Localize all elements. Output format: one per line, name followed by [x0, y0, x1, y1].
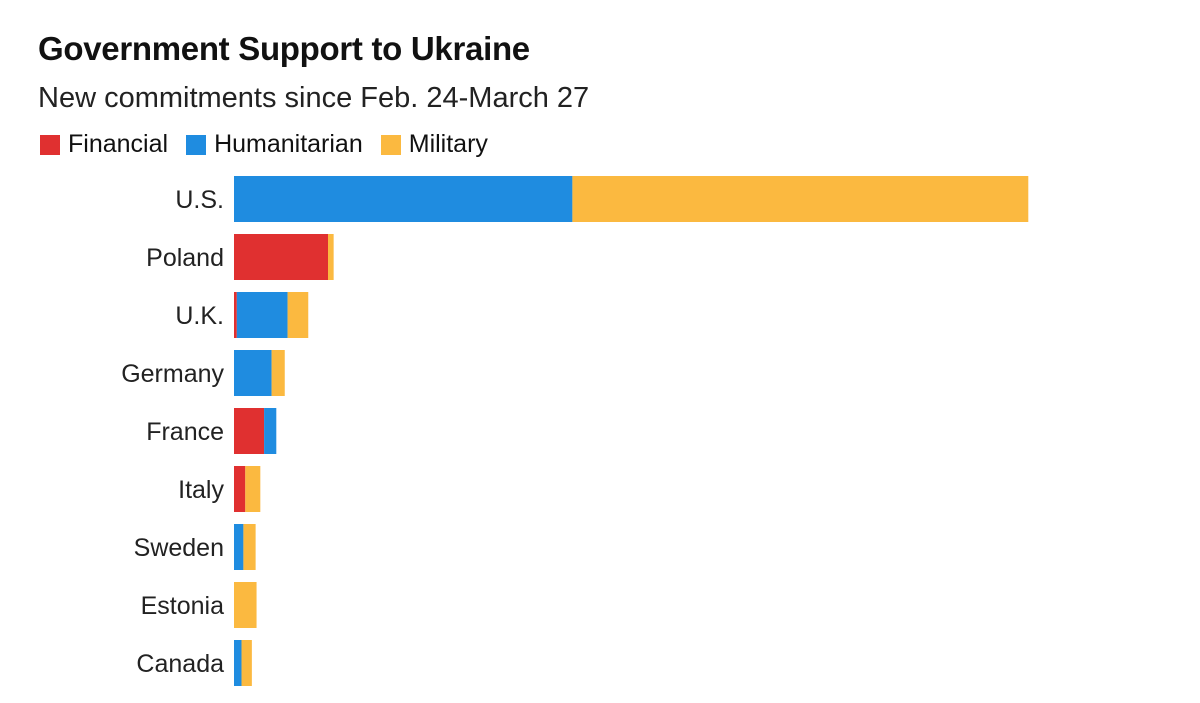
category-label-sweden: Sweden	[134, 534, 224, 562]
chart-subtitle: New commitments since Feb. 24-March 27	[38, 82, 590, 114]
category-label-germany: Germany	[121, 360, 224, 388]
bar-u-s-military	[572, 176, 1029, 222]
legend-label-military: Military	[408, 130, 488, 158]
category-label-canada: Canada	[136, 650, 224, 678]
bar-poland-financial	[234, 234, 328, 280]
bar-germany-military	[271, 350, 285, 396]
legend-label-financial: Financial	[68, 130, 169, 158]
bar-estonia-military	[234, 582, 257, 628]
chart-title: Government Support to Ukraine	[38, 30, 530, 67]
bar-u-k-military	[287, 292, 309, 338]
bar-sweden-humanitarian	[234, 524, 244, 570]
category-label-italy: Italy	[178, 476, 224, 504]
bar-germany-humanitarian	[234, 350, 272, 396]
bar-france-financial	[234, 408, 265, 454]
legend-item-financial: Financial	[40, 130, 168, 159]
bar-italy-military	[245, 466, 261, 512]
bar-poland-military	[328, 234, 334, 280]
legend-label-humanitarian: Humanitarian	[214, 130, 363, 158]
legend-item-humanitarian: Humanitarian	[186, 130, 363, 159]
category-label-u-k: U.K.	[175, 302, 224, 330]
legend-swatch-military	[380, 134, 401, 155]
category-label-france: France	[146, 418, 224, 446]
legend-swatch-financial	[40, 134, 60, 155]
bar-canada-humanitarian	[234, 640, 242, 686]
bar-france-humanitarian	[264, 408, 277, 454]
bar-italy-financial	[234, 466, 246, 512]
bar-u-k-humanitarian	[236, 292, 288, 338]
bar-u-s-humanitarian	[234, 176, 573, 222]
bar-u-k-financial	[234, 292, 237, 338]
legend-item-military: Military	[380, 130, 488, 159]
category-label-u-s: U.S.	[175, 186, 224, 214]
bar-canada-military	[241, 640, 252, 686]
legend-swatch-humanitarian	[186, 134, 207, 155]
category-label-estonia: Estonia	[141, 592, 224, 620]
bar-sweden-military	[243, 524, 256, 570]
legend: Financial Humanitarian Military	[40, 130, 506, 159]
category-label-poland: Poland	[146, 244, 224, 272]
